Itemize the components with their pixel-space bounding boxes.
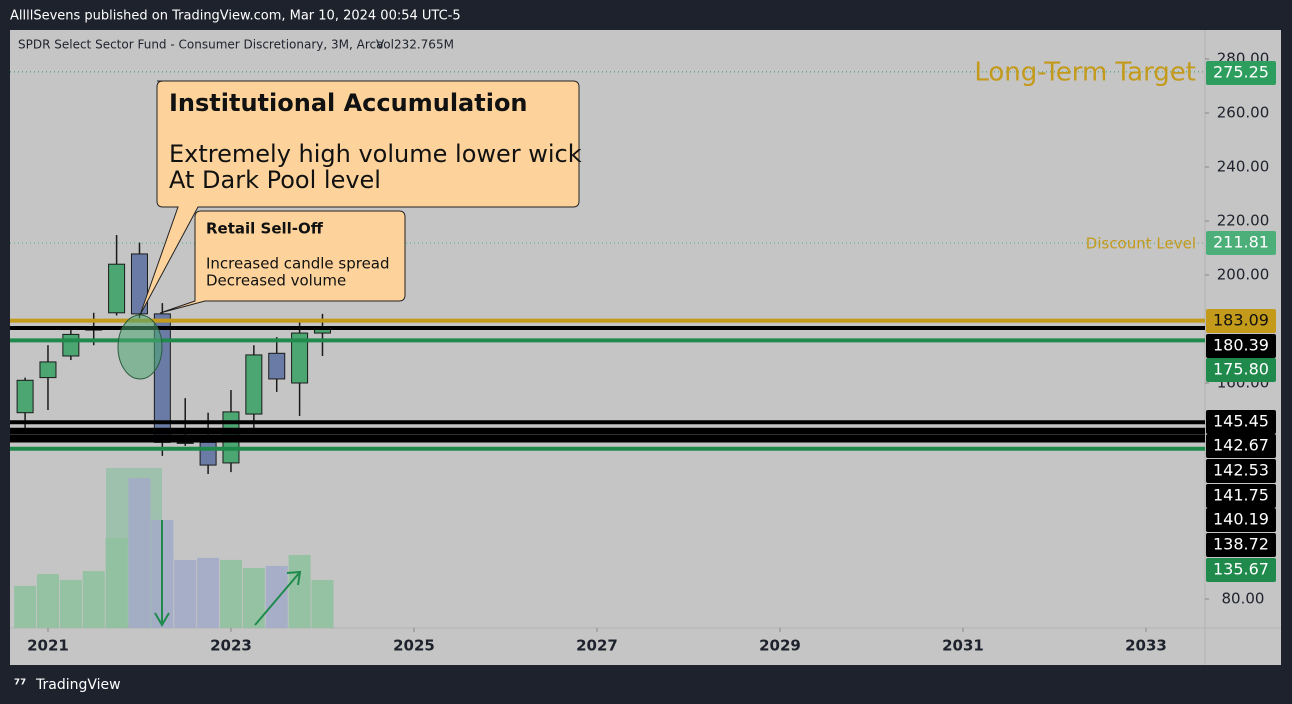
price-label-bg xyxy=(1206,434,1276,458)
x-tick-label: 2021 xyxy=(27,637,69,655)
price-label: 175.80 xyxy=(1213,360,1269,379)
logo: ⁷⁷ xyxy=(14,677,26,693)
highlight-ellipse xyxy=(117,314,163,380)
price-label-bg xyxy=(1206,508,1276,532)
level-text: Long-Term Target xyxy=(974,57,1196,87)
level-text: Discount Level xyxy=(1086,235,1196,253)
price-label: 145.45 xyxy=(1213,412,1269,431)
callout-text: Decreased volume xyxy=(206,272,346,290)
volume-bar xyxy=(105,538,128,628)
volume-bar xyxy=(36,573,59,628)
volume-bar xyxy=(288,555,311,628)
publisher: AllllSevens published on TradingView.com… xyxy=(10,9,461,24)
volume-bar xyxy=(219,559,242,628)
x-tick-label: 2029 xyxy=(759,637,801,655)
chart-title: SPDR Select Sector Fund - Consumer Discr… xyxy=(18,38,383,52)
y-tick-label: 80.00 xyxy=(1222,590,1265,608)
candle-body xyxy=(16,379,34,414)
volume-bar xyxy=(311,580,334,628)
x-tick-label: 2031 xyxy=(942,637,984,655)
y-tick-label: 200.00 xyxy=(1217,265,1270,283)
volume-bar xyxy=(14,585,37,628)
x-tick-label: 2023 xyxy=(210,637,252,655)
volume-bar xyxy=(59,579,82,628)
price-label-bg xyxy=(1206,231,1276,255)
candle-body xyxy=(130,253,148,315)
axes: 280.00260.00240.00220.00200.00160.0080.0… xyxy=(27,49,1276,655)
price-label-bg xyxy=(1206,484,1276,508)
volume-bar xyxy=(82,571,105,628)
price-label-bg xyxy=(1206,334,1276,358)
price-label-bg xyxy=(1206,533,1276,557)
price-label: 275.25 xyxy=(1213,63,1269,82)
candle-body xyxy=(268,352,286,380)
callout-title: Retail Sell-Off xyxy=(206,220,324,238)
price-label: 180.39 xyxy=(1213,336,1269,355)
price-label-bg xyxy=(1206,61,1276,85)
candle-body xyxy=(291,332,309,384)
candle-body xyxy=(176,441,194,444)
volume-bar xyxy=(242,567,265,628)
price-label: 142.53 xyxy=(1213,461,1269,480)
plot: Long-Term Target Discount Level xyxy=(10,57,1205,628)
callout-box xyxy=(159,210,406,314)
volume-label: Vol232.765M xyxy=(376,38,454,52)
price-label: 141.75 xyxy=(1213,486,1269,505)
price-label: 140.19 xyxy=(1213,510,1269,529)
price-label-bg xyxy=(1206,410,1276,434)
volume-bar xyxy=(128,478,151,628)
price-label-bg xyxy=(1206,309,1276,333)
brand: TradingView xyxy=(35,677,121,693)
down-arrow xyxy=(154,520,170,627)
price-label-bg xyxy=(1206,459,1276,483)
x-tick-label: 2027 xyxy=(576,637,618,655)
y-tick-label: 240.00 xyxy=(1217,157,1270,175)
candle-body xyxy=(108,263,126,314)
up-arrow xyxy=(254,570,302,626)
callout-text: Increased candle spread xyxy=(206,255,390,273)
price-label-bg xyxy=(1206,358,1276,382)
candle-body xyxy=(39,361,57,379)
price-label-bg xyxy=(1206,558,1276,582)
price-label: 142.67 xyxy=(1213,436,1269,455)
candle-body xyxy=(199,441,217,466)
volume-bar xyxy=(197,557,220,628)
candle-body xyxy=(245,354,263,415)
price-label: 138.72 xyxy=(1213,535,1269,554)
price-label: 135.67 xyxy=(1213,560,1269,579)
callout-text: At Dark Pool level xyxy=(169,166,381,194)
candle-body xyxy=(62,333,80,357)
x-tick-label: 2025 xyxy=(393,637,435,655)
x-tick-label: 2033 xyxy=(1125,637,1167,655)
callout-text: Extremely high volume lower wick xyxy=(169,140,582,168)
volume-bar xyxy=(174,559,197,628)
y-tick-label: 220.00 xyxy=(1217,211,1270,229)
price-label: 211.81 xyxy=(1213,233,1269,252)
callout-title: Institutional Accumulation xyxy=(169,89,528,117)
volume-bar xyxy=(265,565,288,628)
y-tick-label: 260.00 xyxy=(1217,103,1270,121)
price-label: 183.09 xyxy=(1213,311,1269,330)
callout-box xyxy=(139,80,580,316)
